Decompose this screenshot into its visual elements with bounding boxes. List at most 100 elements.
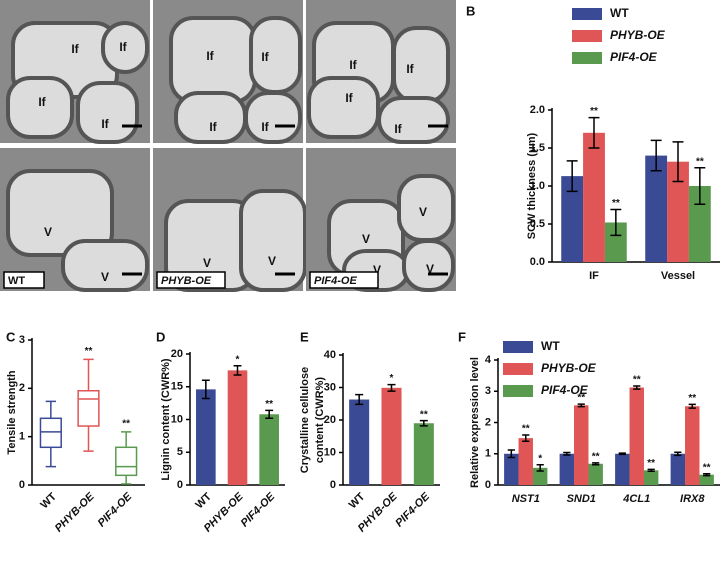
significance-label: **: [522, 424, 530, 435]
bar: [559, 453, 575, 485]
bar: [196, 389, 216, 485]
y-axis-label: Relative expression level: [469, 357, 481, 488]
error-bar: [588, 116, 600, 149]
lower-whisker: [45, 447, 57, 468]
cell-label: If: [394, 122, 402, 136]
upper-whisker: [83, 358, 94, 391]
genotype-box: [3, 271, 45, 289]
cell: [76, 81, 139, 144]
panel-letter: F: [458, 329, 466, 344]
x-tick-label: WT: [38, 490, 59, 511]
y-axis-label: Lignin content (CWR%): [160, 358, 172, 481]
cell-label: V: [101, 270, 109, 284]
genotype-box: [156, 271, 226, 289]
error-bar: [507, 449, 515, 459]
cell-label: If: [206, 49, 214, 63]
micrograph: If If If If: [0, 0, 150, 144]
error-bar: [201, 379, 210, 400]
micrograph: If If If If: [153, 0, 303, 144]
error-bar: [592, 462, 600, 466]
significance-label: **: [122, 418, 130, 429]
x-tick-label: NST1: [512, 493, 540, 505]
cell: [239, 189, 307, 292]
cell-label: If: [345, 91, 353, 105]
error-bar: [688, 403, 696, 409]
error-bar: [536, 463, 544, 472]
y-tick-label: 1: [485, 448, 491, 460]
significance-label: *: [390, 373, 394, 384]
x-tick-label: WT: [193, 490, 214, 511]
y-tick-label: 0.5: [530, 218, 545, 230]
x-tick-label: 4CL1: [622, 493, 650, 505]
error-bar: [650, 139, 662, 172]
legend-label: WT: [541, 339, 560, 353]
upper-whisker: [120, 431, 132, 448]
y-tick-label: 10: [324, 446, 336, 458]
legend-swatch: [572, 52, 602, 64]
y-tick-label: 4: [485, 354, 492, 366]
bar: [670, 453, 686, 485]
bar: [532, 467, 548, 485]
bar: [588, 463, 603, 485]
bar: [227, 370, 248, 485]
error-bar: [566, 160, 578, 193]
y-tick-label: 3: [485, 385, 491, 397]
error-bar: [522, 434, 530, 442]
y-axis-label: content (CWR%): [314, 377, 326, 463]
cell: [249, 16, 302, 94]
y-tick-label: 1.5: [530, 142, 545, 154]
y-axis-label: Tensile strength: [6, 370, 18, 454]
cell-label: V: [373, 263, 381, 277]
cell-label: If: [261, 120, 269, 134]
cell-label: If: [119, 40, 127, 54]
cell: [402, 239, 455, 292]
y-tick-label: 10: [171, 413, 183, 425]
genotype-box: [309, 271, 379, 289]
error-bar: [563, 451, 571, 456]
y-tick-label: 15: [171, 381, 183, 393]
micrograph: V V V V PIF4-OE: [306, 148, 456, 292]
legend-label: PHYB-OE: [610, 28, 666, 42]
x-tick-label: PIF4-OE: [393, 490, 432, 529]
y-tick-label: 0: [19, 479, 25, 491]
significance-label: **: [265, 399, 273, 410]
cell-label: V: [44, 225, 52, 239]
cell-label: If: [71, 42, 79, 56]
upper-whisker: [45, 400, 57, 419]
x-tick-label: PIF4-OE: [96, 490, 135, 529]
y-tick-label: 2: [485, 416, 491, 428]
y-tick-label: 20: [171, 348, 183, 360]
legend-swatch: [503, 385, 533, 397]
micrograph: V V WT: [0, 148, 150, 292]
error-bar: [694, 167, 706, 205]
error-bar: [233, 365, 242, 376]
x-tick-label: PHYB-OE: [53, 490, 97, 534]
box: [77, 390, 100, 427]
bar: [645, 155, 668, 262]
y-tick-label: 2: [19, 382, 25, 394]
genotype-label: PIF4-OE: [314, 275, 357, 287]
bar: [504, 453, 519, 485]
cell-label: V: [268, 254, 276, 268]
bar: [561, 176, 584, 262]
cell-label: V: [426, 262, 434, 276]
y-tick-label: 5: [177, 446, 183, 458]
x-tick-label: Vessel: [661, 270, 695, 282]
error-bar: [265, 409, 274, 419]
legend-label: PHYB-OE: [541, 361, 597, 375]
y-tick-label: 0: [330, 479, 336, 491]
y-tick-label: 40: [324, 349, 336, 361]
cell: [6, 169, 114, 257]
legend-label: PIF4-OE: [610, 50, 658, 64]
x-tick-label: IRX8: [680, 493, 705, 505]
y-tick-label: 1: [19, 431, 25, 443]
significance-label: **: [420, 409, 428, 420]
y-tick-label: 0: [485, 479, 491, 491]
panel-letter: C: [6, 329, 16, 344]
y-tick-label: 0: [177, 479, 183, 491]
legend-swatch: [572, 8, 602, 20]
significance-label: **: [647, 458, 655, 469]
significance-label: **: [590, 106, 598, 117]
bar: [688, 186, 711, 262]
bar: [699, 474, 714, 485]
